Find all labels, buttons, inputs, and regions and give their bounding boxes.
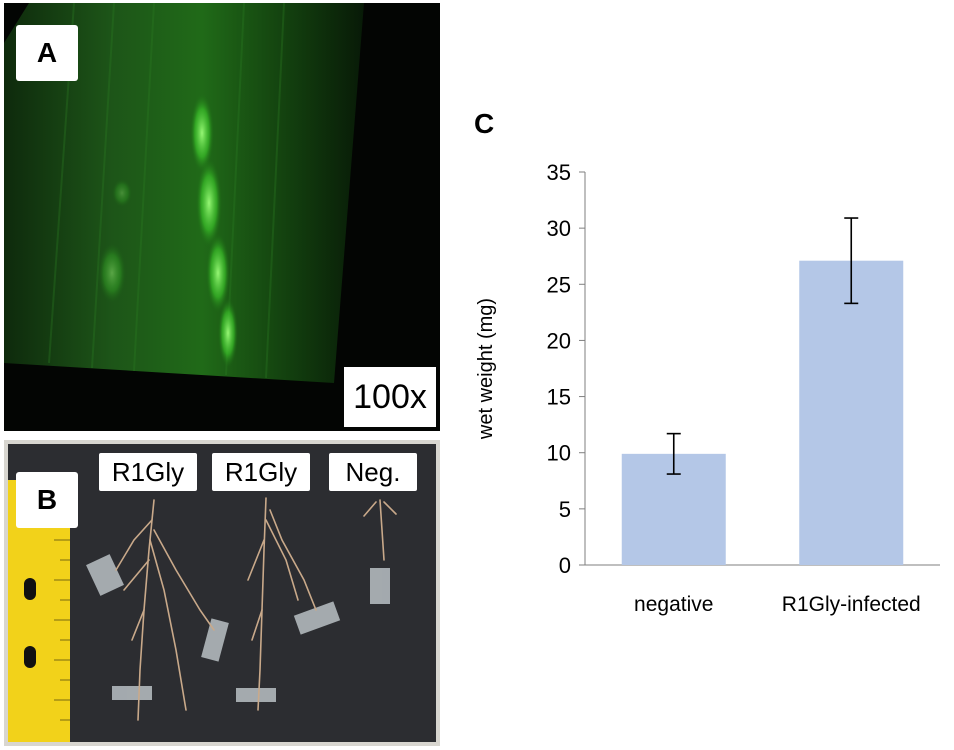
panel-a-label: A: [16, 25, 78, 81]
magnification-label: 100x: [344, 367, 436, 427]
y-tick-label: 20: [547, 328, 571, 353]
x-tick-label: R1Gly-infected: [782, 593, 921, 616]
sample-label-3: Neg.: [329, 453, 417, 491]
panel-a-micrograph: A 100x: [4, 3, 440, 431]
sample-label-2: R1Gly: [212, 453, 310, 491]
panel-b-root-photo: B R1Gly R1Gly Neg.: [4, 440, 440, 746]
y-tick-label: 5: [559, 497, 571, 522]
y-tick-label: 0: [559, 553, 571, 578]
panel-c-label: C: [474, 108, 495, 139]
bar: [799, 260, 904, 565]
sample-label-1: R1Gly: [99, 453, 197, 491]
y-tick-label: 15: [547, 385, 571, 410]
bar-chart: 0 5 10 15 20 25 30 35 wet weight (mg) negative R1G…: [475, 160, 940, 616]
x-tick-label: negative: [634, 593, 713, 616]
y-tick-label: 35: [547, 160, 571, 185]
y-tick-label: 30: [547, 216, 571, 241]
root-photo-image: [4, 440, 440, 746]
y-axis-label: wet weight (mg): [475, 298, 497, 440]
y-tick-label: 25: [547, 272, 571, 297]
y-tick-label: 10: [547, 441, 571, 466]
panel-b-label: B: [16, 472, 78, 528]
panel-c-bar-chart: C 0 5 10 15 20 25 30 35 wet weight (mg) negative R…: [450, 100, 950, 640]
fluorescence-image: [4, 3, 440, 431]
